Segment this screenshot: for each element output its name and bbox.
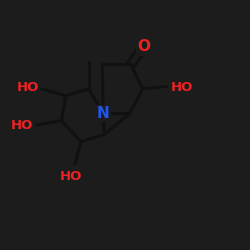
Text: HO: HO [60, 170, 82, 183]
Text: HO: HO [170, 81, 193, 94]
Text: HO: HO [16, 81, 39, 94]
Text: O: O [137, 39, 150, 54]
Text: HO: HO [11, 120, 34, 132]
Text: N: N [96, 106, 109, 121]
